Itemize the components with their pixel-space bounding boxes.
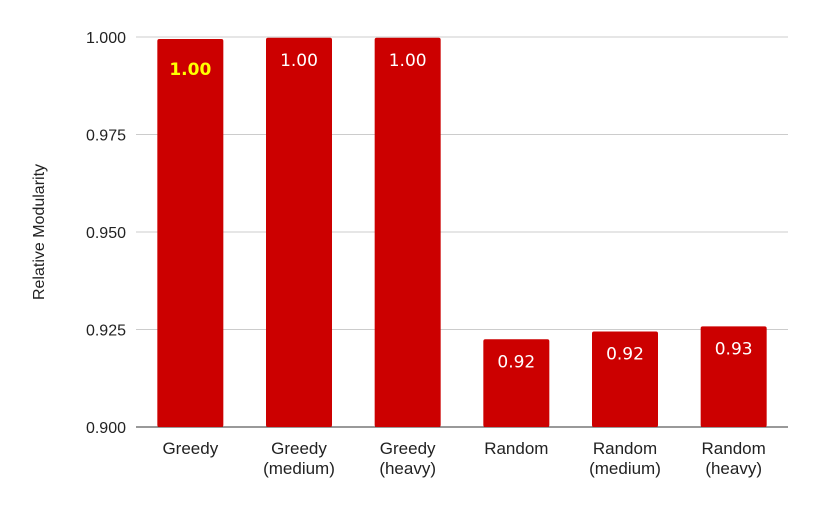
x-category-label: Greedy	[162, 439, 218, 458]
data-label: 1.00	[169, 60, 211, 80]
gridlines	[136, 36, 788, 428]
bar	[266, 37, 332, 427]
y-tick-label: 0.900	[86, 420, 126, 437]
bar	[592, 331, 658, 427]
data-label: 0.92	[497, 352, 535, 372]
x-category-label: Random	[484, 439, 548, 458]
data-label: 1.00	[280, 51, 318, 71]
data-label: 0.93	[715, 339, 753, 359]
bar	[483, 339, 550, 427]
y-tick-label: 0.950	[86, 225, 126, 242]
y-tick-label: 0.975	[86, 128, 126, 145]
y-axis-title: Relative Modularity	[31, 164, 48, 300]
y-tick-label: 1.000	[86, 30, 126, 47]
x-category-label: Greedy (medium)	[263, 439, 335, 478]
x-category-label: Random (heavy)	[702, 439, 766, 478]
bar	[157, 38, 224, 427]
x-category-label: Random (medium)	[589, 439, 661, 478]
y-axis-ticks: 0.900 0.925 0.950 0.975 1.000	[86, 30, 126, 437]
x-category-label: Greedy (heavy)	[379, 439, 436, 478]
bar	[700, 326, 767, 427]
x-axis-categories: Greedy Greedy (medium) Greedy (heavy) Random R…	[162, 439, 765, 478]
bars	[157, 37, 767, 427]
data-label: 0.92	[606, 344, 644, 364]
bar	[374, 37, 441, 427]
data-labels: 1.00 1.00 1.00 0.92 0.92 0.93	[169, 51, 752, 372]
data-label: 1.00	[389, 51, 427, 71]
y-tick-label: 0.925	[86, 323, 126, 340]
